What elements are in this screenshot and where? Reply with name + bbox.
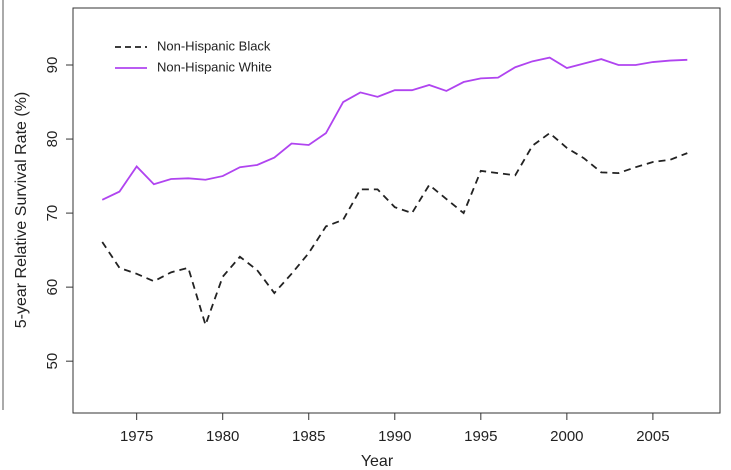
y-tick-label: 80	[44, 131, 61, 148]
x-tick-label: 1995	[464, 428, 497, 445]
y-tick-label: 60	[44, 279, 61, 296]
y-tick-label: 50	[44, 353, 61, 370]
y-tick-label: 90	[44, 57, 61, 74]
x-tick-label: 1985	[292, 428, 325, 445]
series-line	[101, 131, 688, 328]
x-tick-label: 2000	[550, 428, 583, 445]
legend-label: Non-Hispanic Black	[157, 38, 271, 53]
series-line	[101, 56, 688, 201]
x-tick-label: 1980	[206, 428, 239, 445]
y-tick-label: 70	[44, 205, 61, 222]
legend-label: Non-Hispanic White	[157, 59, 272, 74]
x-axis-title: Year	[361, 453, 394, 470]
x-tick-label: 2005	[636, 428, 669, 445]
x-tick-label: 1975	[120, 428, 153, 445]
plot-box	[72, 7, 721, 414]
x-tick-label: 1990	[378, 428, 411, 445]
y-axis-title: 5-year Relative Survival Rate (%)	[13, 92, 30, 329]
